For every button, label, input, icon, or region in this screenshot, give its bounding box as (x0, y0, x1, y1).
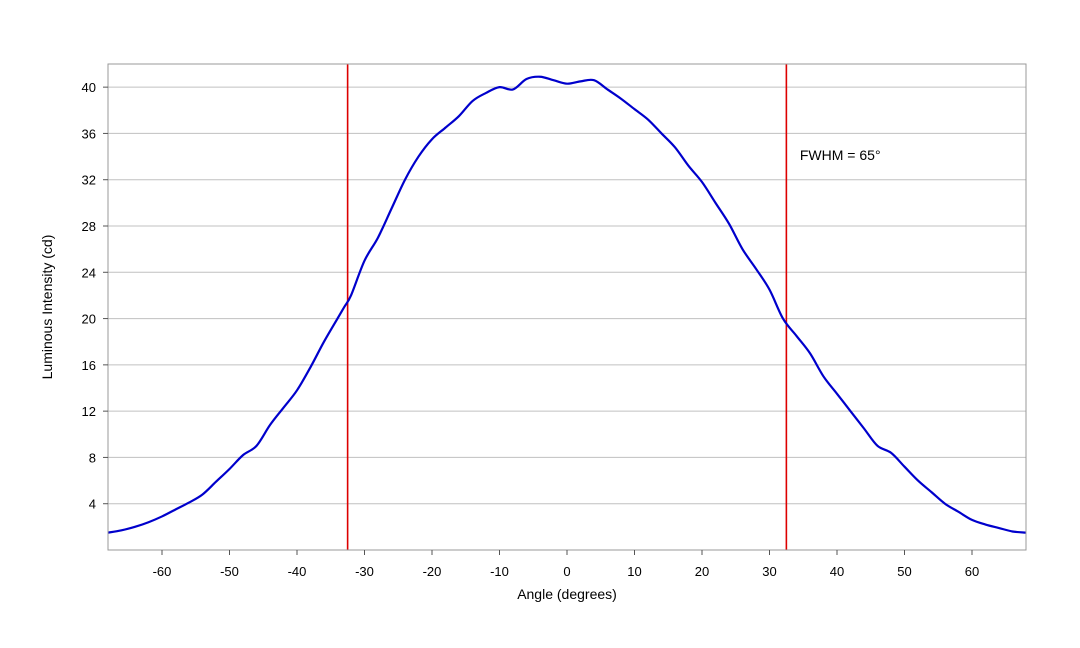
x-tick-label: 30 (762, 564, 776, 579)
x-tick-label: -10 (490, 564, 509, 579)
x-tick-label: -20 (423, 564, 442, 579)
annotations: FWHM = 65° (800, 147, 881, 163)
x-axis-label: Angle (degrees) (517, 586, 617, 602)
fwhm-markers (346, 64, 788, 550)
data-series (107, 75, 1027, 534)
y-tick-label: 40 (82, 80, 96, 95)
y-tick-label: 8 (89, 450, 96, 465)
intensity-curve (107, 75, 1027, 534)
x-tick-label: 40 (830, 564, 844, 579)
y-tick-label: 12 (82, 404, 96, 419)
x-axis-ticks: -60 -50 -40 -30 -20 -10 0 10 20 30 40 50 60 (153, 550, 979, 579)
grid-lines (108, 86, 1026, 505)
x-tick-label: -30 (355, 564, 374, 579)
x-tick-label: -50 (220, 564, 239, 579)
x-tick-label: 20 (695, 564, 709, 579)
y-tick-label: 4 (89, 497, 96, 512)
fwhm-annotation: FWHM = 65° (800, 147, 881, 163)
x-tick-label: -40 (288, 564, 307, 579)
y-tick-label: 32 (82, 173, 96, 188)
y-axis-label: Luminous Intensity (cd) (39, 235, 55, 380)
plot-frame (107, 63, 1027, 551)
x-tick-label: 0 (563, 564, 570, 579)
y-tick-label: 20 (82, 312, 96, 327)
x-tick-label: -60 (153, 564, 172, 579)
y-tick-label: 24 (82, 265, 96, 280)
x-tick-label: 50 (897, 564, 911, 579)
y-tick-label: 28 (82, 219, 96, 234)
y-tick-label: 36 (82, 126, 96, 141)
x-tick-label: 60 (965, 564, 979, 579)
x-tick-label: 10 (627, 564, 641, 579)
y-axis-ticks: 4 8 12 16 20 24 28 32 36 40 (82, 80, 108, 512)
y-tick-label: 16 (82, 358, 96, 373)
